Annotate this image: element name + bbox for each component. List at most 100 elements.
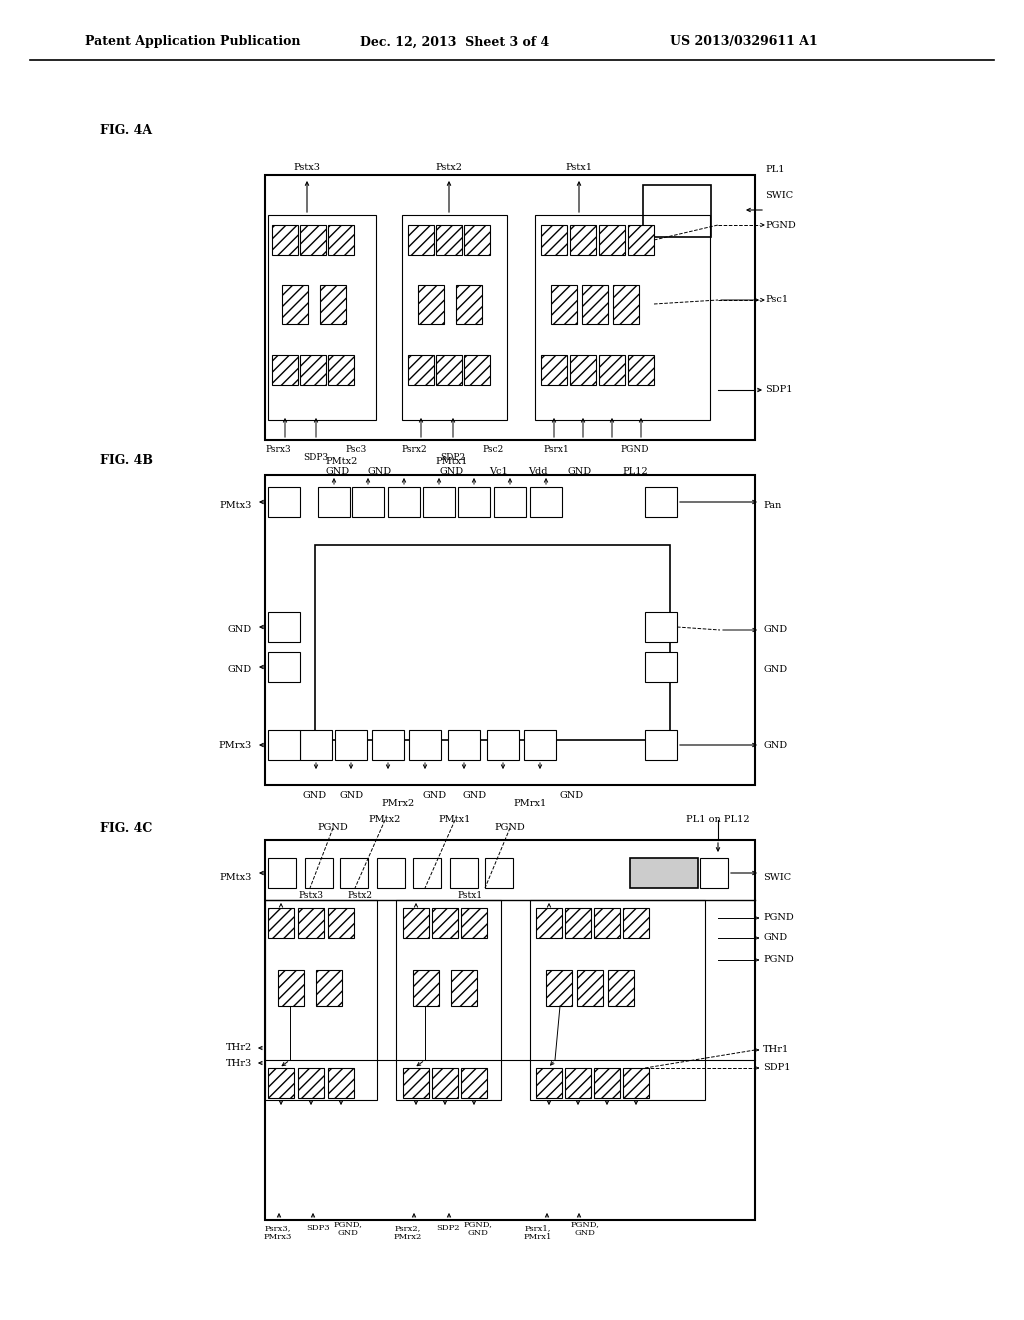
Text: PGND: PGND: [765, 220, 796, 230]
Bar: [645, 487, 677, 517]
Text: GND: GND: [763, 665, 787, 675]
Bar: [599, 355, 625, 385]
Bar: [645, 730, 677, 760]
Bar: [458, 487, 490, 517]
Text: GND: GND: [228, 665, 252, 675]
Bar: [645, 652, 677, 682]
Text: PMrx3: PMrx3: [264, 1233, 292, 1241]
Bar: [464, 355, 490, 385]
Bar: [318, 487, 350, 517]
Bar: [268, 908, 294, 939]
Bar: [268, 487, 300, 517]
Text: SDP1: SDP1: [763, 1064, 791, 1072]
Bar: [565, 1068, 591, 1098]
Text: PMtx1: PMtx1: [439, 816, 471, 825]
Text: SDP2: SDP2: [436, 1224, 460, 1232]
Text: THr3: THr3: [225, 1059, 252, 1068]
Bar: [396, 900, 501, 1100]
Text: Pstx2: Pstx2: [347, 891, 373, 900]
Text: Pstx3: Pstx3: [294, 162, 321, 172]
Text: Patent Application Publication: Patent Application Publication: [85, 36, 300, 49]
Bar: [599, 224, 625, 255]
Bar: [300, 224, 326, 255]
Bar: [456, 285, 482, 323]
Text: PMrx1: PMrx1: [513, 799, 547, 808]
Bar: [282, 285, 308, 323]
Bar: [461, 908, 487, 939]
Bar: [451, 970, 477, 1006]
Bar: [413, 858, 441, 888]
Bar: [485, 858, 513, 888]
Bar: [409, 730, 441, 760]
Bar: [613, 285, 639, 323]
Bar: [432, 908, 458, 939]
Bar: [623, 908, 649, 939]
Bar: [418, 285, 444, 323]
Text: GND: GND: [763, 933, 787, 942]
Text: GND: GND: [228, 626, 252, 635]
Text: Psrx2: Psrx2: [401, 446, 427, 454]
Text: PGND: PGND: [763, 913, 794, 923]
Bar: [628, 224, 654, 255]
Bar: [536, 1068, 562, 1098]
Bar: [328, 355, 354, 385]
Text: PL1: PL1: [765, 165, 784, 174]
Bar: [352, 487, 384, 517]
Bar: [464, 224, 490, 255]
Text: GND: GND: [440, 467, 464, 477]
Bar: [423, 487, 455, 517]
Text: SDP2: SDP2: [440, 453, 466, 462]
Bar: [408, 355, 434, 385]
Text: GND: GND: [763, 741, 787, 750]
Bar: [328, 224, 354, 255]
Text: PMrx1: PMrx1: [524, 1233, 552, 1241]
Bar: [316, 970, 342, 1006]
Text: GND: GND: [468, 1229, 488, 1237]
Text: PMtx1: PMtx1: [436, 458, 468, 466]
Bar: [278, 970, 304, 1006]
Bar: [524, 730, 556, 760]
Text: THr2: THr2: [225, 1044, 252, 1052]
Text: GND: GND: [763, 626, 787, 635]
Text: SDP3: SDP3: [303, 453, 329, 462]
Bar: [298, 1068, 324, 1098]
Text: SDP1: SDP1: [765, 385, 793, 395]
Bar: [623, 1068, 649, 1098]
Bar: [487, 730, 519, 760]
Text: Pstx3: Pstx3: [298, 891, 323, 900]
Bar: [268, 1068, 294, 1098]
Text: PMrx3: PMrx3: [219, 741, 252, 750]
Bar: [328, 908, 354, 939]
Bar: [268, 612, 300, 642]
Bar: [315, 545, 670, 741]
Bar: [432, 1068, 458, 1098]
Bar: [340, 858, 368, 888]
Text: PMrx2: PMrx2: [381, 799, 415, 808]
Bar: [388, 487, 420, 517]
Bar: [328, 1068, 354, 1098]
Bar: [403, 908, 429, 939]
Bar: [413, 970, 439, 1006]
Bar: [643, 185, 711, 238]
Bar: [565, 908, 591, 939]
Bar: [265, 176, 755, 440]
Bar: [403, 1068, 429, 1098]
Text: Psrx1: Psrx1: [543, 446, 569, 454]
Text: PGND,: PGND,: [334, 1220, 362, 1228]
Text: PGND: PGND: [317, 824, 348, 833]
Bar: [546, 970, 572, 1006]
Bar: [494, 487, 526, 517]
Text: Psc3: Psc3: [345, 446, 367, 454]
Bar: [541, 355, 567, 385]
Bar: [377, 858, 406, 888]
Bar: [335, 730, 367, 760]
Text: GND: GND: [303, 791, 327, 800]
Bar: [436, 224, 462, 255]
Bar: [300, 730, 332, 760]
Text: PMrx2: PMrx2: [394, 1233, 422, 1241]
Text: PGND: PGND: [621, 446, 649, 454]
Bar: [268, 215, 376, 420]
Text: Psc2: Psc2: [482, 446, 504, 454]
Text: PGND: PGND: [763, 956, 794, 965]
Text: PGND: PGND: [495, 824, 525, 833]
